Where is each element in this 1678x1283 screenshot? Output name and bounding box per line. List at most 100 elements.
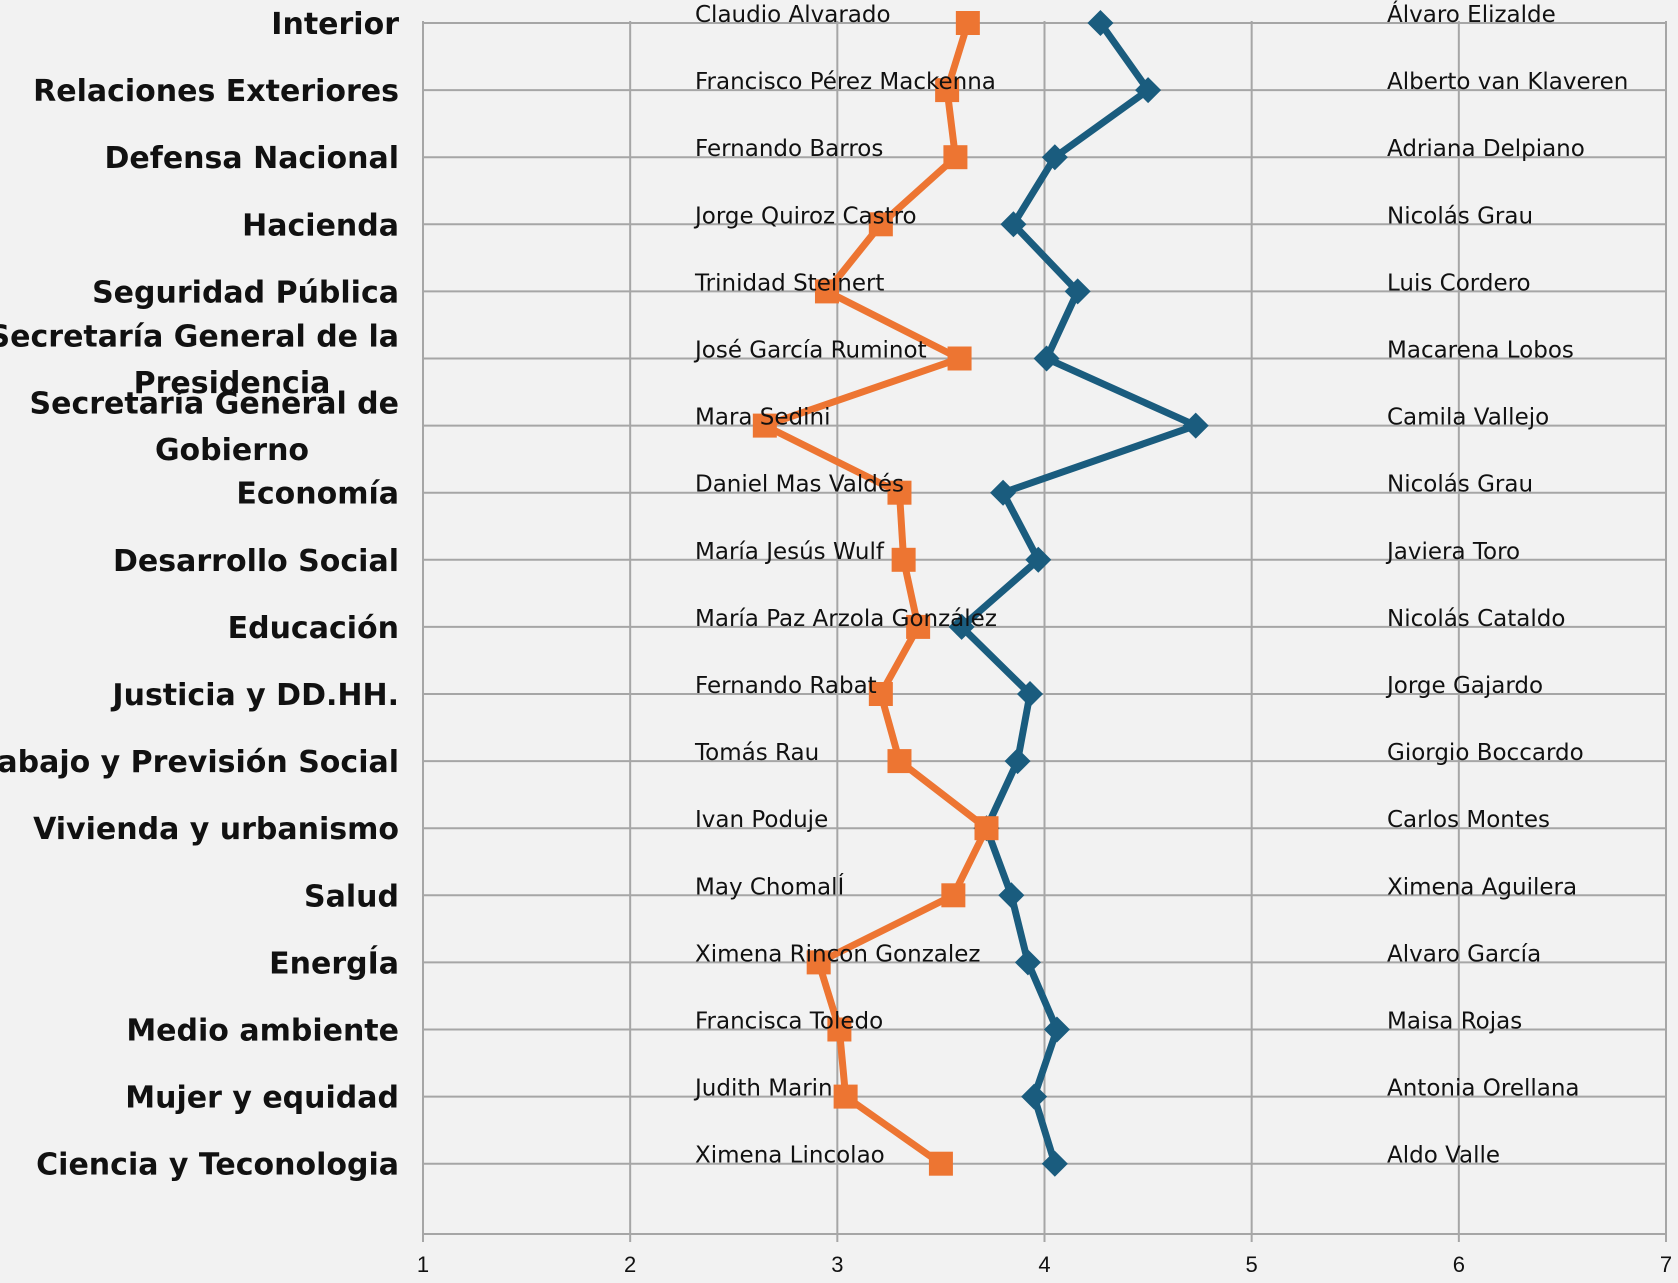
x-tick-label: 6 (1453, 1252, 1465, 1277)
category-label: Interior (271, 7, 399, 42)
diamond-marker (1016, 681, 1043, 707)
data-label: Trinidad Steinert (694, 270, 884, 296)
square-marker (887, 749, 912, 774)
category-label: EnergÍa (269, 945, 399, 981)
category-label: Hacienda (242, 208, 399, 243)
category-label: Secretaría General de Gobierno (30, 387, 400, 469)
data-label: Maisa Rojas (1387, 1009, 1522, 1035)
square-marker (943, 145, 968, 170)
category-label: Defensa Nacional (105, 141, 399, 176)
category-label: Medio ambiente (126, 1014, 399, 1049)
series-line-diamond (956, 20, 1206, 1165)
x-tick-label: 3 (831, 1252, 843, 1277)
data-label: Tomás Rau (694, 740, 819, 766)
category-label: Seguridad Pública (92, 275, 399, 310)
square-marker (955, 11, 980, 35)
category-label: Mujer y equidad (125, 1081, 399, 1116)
diamond-marker (1182, 412, 1209, 439)
data-label: José García Ruminot (693, 338, 927, 364)
x-tick-label: 2 (624, 1252, 636, 1277)
diamond-marker (1021, 1083, 1048, 1110)
square-marker (906, 614, 931, 639)
data-label: Antonia Orellana (1387, 1076, 1580, 1102)
data-label: Nicolás Grau (1387, 203, 1533, 229)
x-tick-label: 5 (1246, 1252, 1258, 1277)
diamond-marker (1004, 748, 1031, 775)
category-label: Educación (228, 611, 399, 646)
square-marker (891, 547, 916, 572)
data-label: Adriana Delpiano (1387, 136, 1585, 162)
data-label: Ximena Lincolao (695, 1143, 885, 1169)
diamond-marker (990, 479, 1017, 506)
data-label: Fernando Barros (695, 136, 883, 162)
data-label: Carlos Montes (1387, 807, 1550, 833)
diamond-marker (1041, 144, 1068, 171)
square-marker (974, 816, 999, 841)
category-label: Justicia y DD.HH. (110, 678, 399, 713)
x-tick-label: 7 (1660, 1252, 1672, 1277)
data-label: Luis Cordero (1387, 270, 1531, 296)
diamond-marker (1135, 77, 1162, 104)
data-label: Javiera Toro (1385, 539, 1520, 565)
data-label: Fernando Rabat (695, 673, 877, 699)
data-label: Macarena Lobos (1387, 338, 1574, 364)
category-label: Vivienda y urbanismo (33, 812, 399, 847)
data-label: María Paz Arzola González (695, 606, 997, 632)
data-label: Daniel Mas Valdés (695, 472, 904, 498)
data-label: Francisca Toledo (695, 1009, 883, 1035)
data-label: Giorgio Boccardo (1387, 740, 1584, 766)
category-label: Relaciones Exteriores (33, 74, 399, 109)
x-tick-label: 4 (1038, 1252, 1050, 1277)
square-marker (806, 950, 831, 975)
data-label: Judith Marin (693, 1076, 833, 1102)
diamond-marker (1033, 345, 1060, 372)
square-marker (752, 413, 777, 438)
category-label: Ciencia y Teconologia (36, 1148, 399, 1183)
square-marker (947, 346, 972, 371)
data-label: Jorge Quiroz Castro (693, 203, 917, 229)
data-label: Alvaro García (1387, 941, 1541, 967)
data-label: Aldo Valle (1387, 1143, 1500, 1169)
data-label: Claudio Alvarado (695, 2, 891, 28)
diamond-marker (998, 882, 1025, 909)
data-label: Mara Sedini (695, 405, 831, 431)
data-label: Álvaro Elizalde (1387, 0, 1556, 28)
square-marker (935, 78, 960, 103)
category-label: Salud (304, 879, 399, 914)
data-label: May ChomalÍ (695, 872, 844, 900)
category-label: Economía (236, 477, 399, 512)
square-marker (827, 1017, 852, 1042)
series-line-square (755, 21, 991, 1167)
square-marker (814, 279, 839, 304)
square-marker (941, 883, 966, 908)
square-marker (868, 682, 893, 706)
diamond-marker (948, 613, 975, 640)
data-label: Ximena Aguilera (1387, 874, 1577, 900)
square-marker (868, 212, 893, 237)
data-label: Nicolás Cataldo (1387, 606, 1565, 632)
category-label: Trabajo y Previsión Social (0, 745, 399, 780)
diamond-marker (1000, 211, 1027, 238)
data-label: María Jesús Wulf (695, 539, 885, 565)
diamond-marker (1014, 949, 1041, 976)
data-label: Jorge Gajardo (1385, 673, 1543, 699)
data-label: Ximena Rincon Gonzalez (695, 941, 981, 967)
square-marker (928, 1151, 953, 1176)
data-label: Nicolás Grau (1387, 472, 1533, 498)
diamond-marker (1087, 10, 1114, 36)
diamond-marker (1025, 546, 1052, 573)
diamond-marker (1041, 1150, 1068, 1177)
diamond-marker (1064, 278, 1091, 305)
square-marker (833, 1084, 858, 1109)
data-label: Alberto van Klaveren (1387, 69, 1628, 95)
square-marker (887, 480, 912, 505)
x-tick-label: 1 (417, 1252, 429, 1277)
data-label: Camila Vallejo (1387, 405, 1549, 431)
category-label: Secretaría General de la Presidencia (0, 320, 399, 402)
diamond-marker (1043, 1016, 1070, 1043)
data-label: Ivan Poduje (695, 807, 828, 833)
category-label: Desarrollo Social (113, 544, 399, 579)
data-label: Francisco Pérez Mackenna (695, 69, 996, 95)
